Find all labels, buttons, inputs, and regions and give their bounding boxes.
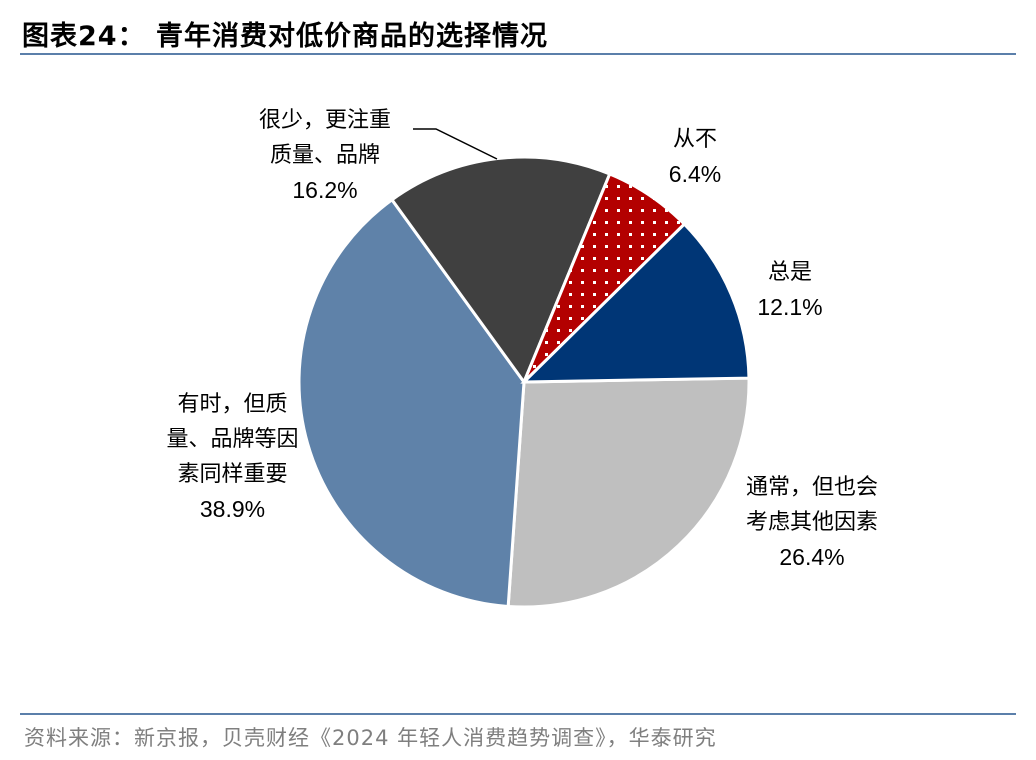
slice-label-sometimes: 有时，但质 量、品牌等因 素同样重要 38.9% [166,392,299,522]
pie-slice [389,155,612,386]
title-divider [20,53,1016,55]
slice-label-always: 总是 12.1% [757,260,823,320]
leader-line [413,128,498,160]
slice-label-never: 从不 6.4% [668,127,722,187]
footer-divider [20,713,1016,715]
pie-slice [506,376,751,609]
source-note: 资料来源：新京报，贝壳财经《2024 年轻人消费趋势调查》，华泰研究 [24,726,717,750]
slice-label-rarely: 很少，更注重 质量、品牌 16.2% [258,108,391,203]
chart-title: 图表24： 青年消费对低价商品的选择情况 [22,21,548,52]
pie-slice [520,222,751,384]
slice-label-usually: 通常，但也会 考虑其他因素 26.4% [745,475,878,570]
pie-slice [297,197,526,609]
